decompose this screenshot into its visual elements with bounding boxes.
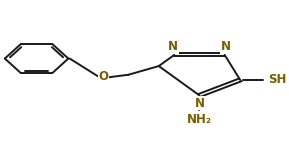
Text: N: N bbox=[168, 40, 178, 53]
Text: SH: SH bbox=[268, 73, 287, 86]
Text: O: O bbox=[99, 70, 109, 83]
Text: N: N bbox=[221, 40, 231, 53]
Text: N: N bbox=[194, 97, 205, 110]
Text: NH₂: NH₂ bbox=[187, 113, 212, 126]
